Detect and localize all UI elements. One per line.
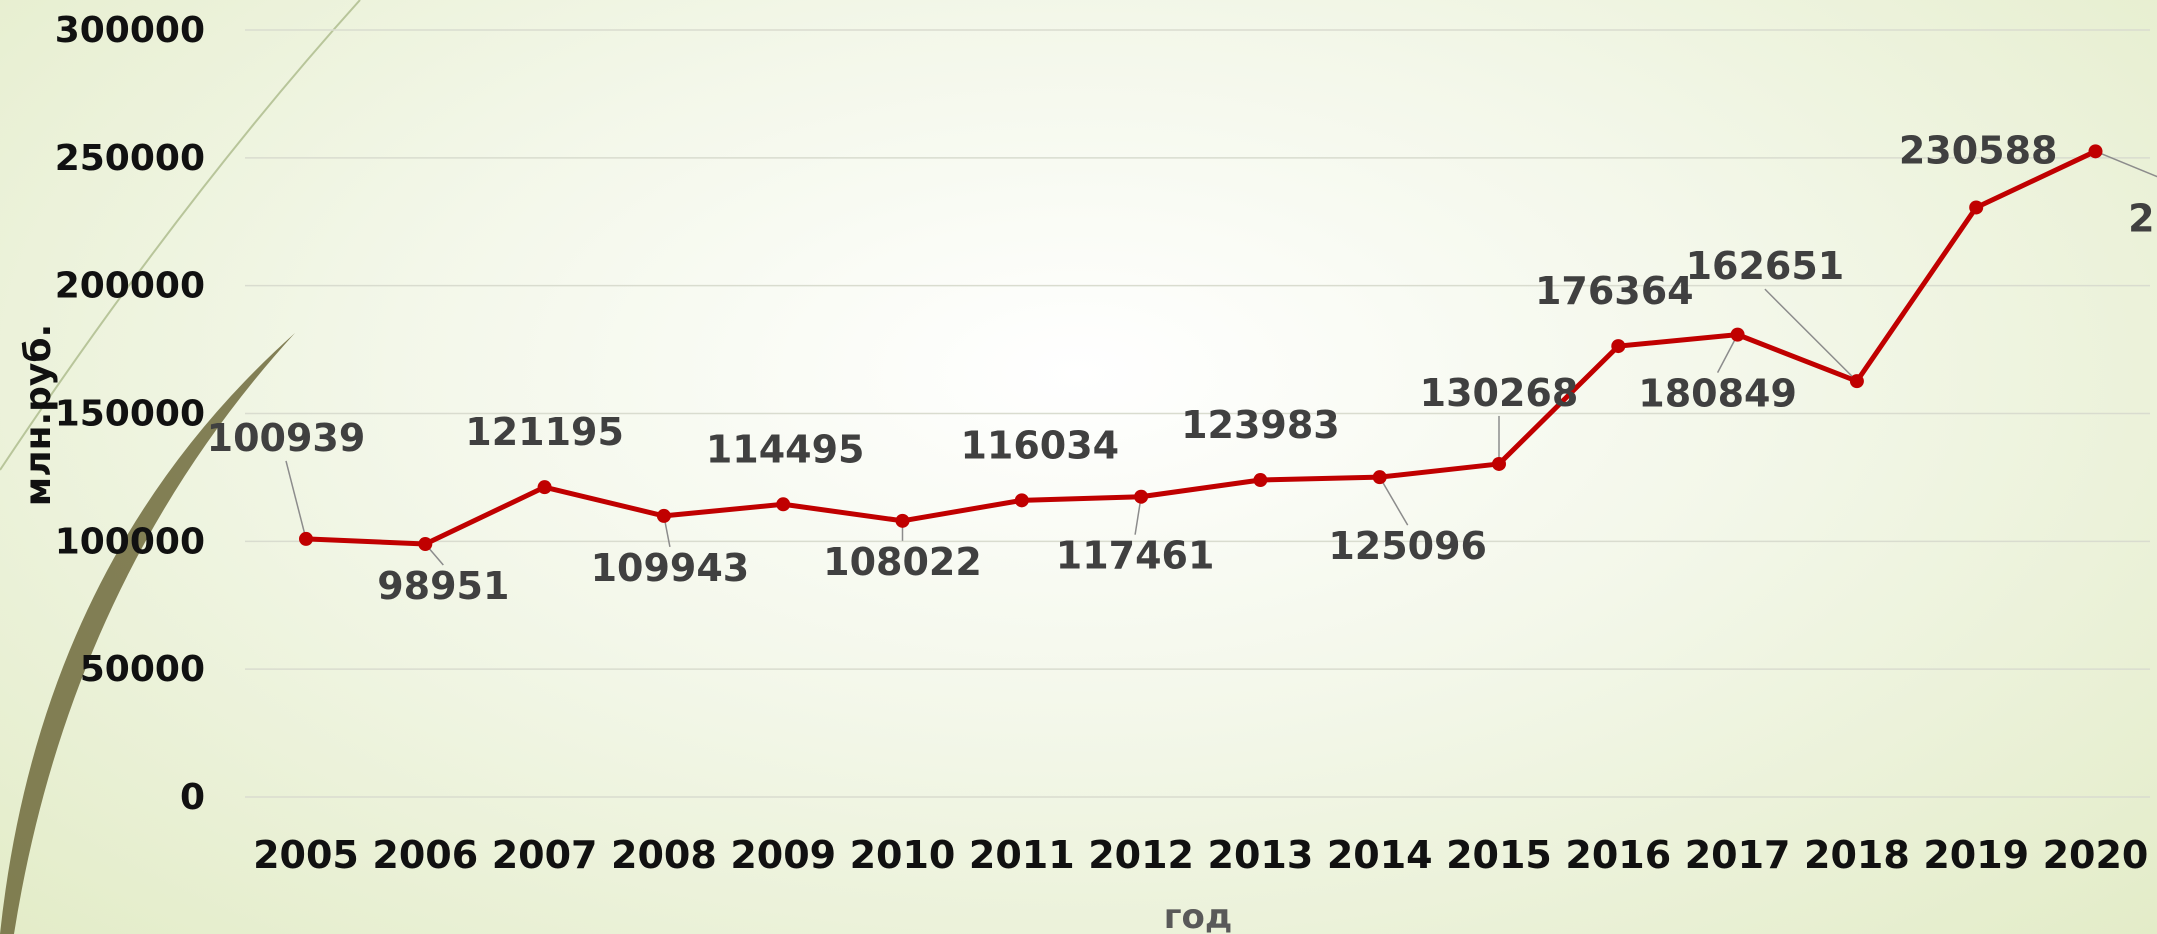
data-label: 230588	[1899, 128, 2058, 172]
data-point	[1372, 470, 1387, 485]
data-label: 121195	[465, 410, 624, 454]
data-label: 108022	[823, 540, 982, 584]
data-label: 252548	[2128, 196, 2157, 240]
y-tick-label: 50000	[80, 649, 205, 690]
x-tick-label: 2007	[492, 833, 598, 877]
x-tick-label: 2013	[1208, 833, 1314, 877]
x-tick-label: 2015	[1446, 833, 1552, 877]
x-tick-label: 2016	[1565, 833, 1671, 877]
data-point	[1014, 493, 1029, 508]
data-point	[1134, 489, 1149, 504]
data-point	[1730, 327, 1745, 342]
series-line	[305, 149, 2097, 547]
series-line-path	[305, 149, 2097, 547]
x-tick-label: 2006	[372, 833, 478, 877]
data-label: 162651	[1686, 244, 1845, 288]
data-label: 180849	[1638, 372, 1797, 416]
data-point	[1253, 473, 1268, 488]
data-label: 116034	[960, 423, 1119, 467]
data-point	[1611, 339, 1626, 354]
data-points	[299, 144, 2103, 552]
leader-line	[1716, 334, 1739, 373]
y-tick-label: 150000	[55, 394, 205, 435]
y-tick-label: 300000	[55, 10, 205, 51]
x-axis-ticks: 2005 2006 2007 2008 2009 2010 2011 2012 2013 2014…	[253, 833, 2148, 877]
data-point	[299, 531, 313, 546]
data-label: 98951	[377, 564, 509, 608]
data-point	[776, 497, 791, 512]
y-axis-title: млн.руб.	[18, 324, 59, 506]
data-point	[537, 480, 552, 495]
decorative-curve	[0, 0, 361, 471]
x-tick-label: 2014	[1327, 833, 1433, 877]
data-label: 125096	[1328, 524, 1487, 568]
data-point	[1492, 456, 1506, 471]
x-axis-title: год	[1164, 897, 1233, 934]
data-label: 109943	[591, 546, 750, 590]
y-tick-label: 200000	[55, 266, 205, 307]
data-label: 100939	[207, 416, 366, 460]
gridlines	[245, 29, 2150, 798]
data-label: 123983	[1181, 403, 1340, 447]
x-tick-label: 2019	[1923, 833, 2029, 877]
data-label: 130268	[1420, 371, 1579, 415]
y-tick-label: 250000	[55, 138, 205, 179]
label-leader-lines	[285, 150, 2157, 566]
data-label: 117461	[1056, 534, 1215, 578]
leader-line	[1764, 288, 1858, 382]
x-tick-label: 2009	[730, 833, 836, 877]
data-label: 114495	[706, 427, 865, 471]
leader-line	[1379, 476, 1409, 526]
y-axis-ticks: 0 50000 100000 150000 200000 250000 300000	[55, 10, 205, 818]
y-tick-label: 0	[180, 777, 205, 818]
x-tick-label: 2012	[1088, 833, 1194, 877]
x-tick-label: 2020	[2043, 833, 2149, 877]
x-tick-label: 2011	[969, 833, 1075, 877]
y-tick-label: 100000	[55, 521, 205, 562]
x-tick-label: 2005	[253, 833, 359, 877]
data-point	[1849, 374, 1864, 389]
data-point	[2088, 144, 2103, 159]
data-point	[1969, 200, 1984, 215]
x-tick-label: 2017	[1685, 833, 1791, 877]
leader-line	[2095, 150, 2157, 178]
x-tick-label: 2010	[850, 833, 956, 877]
data-point	[656, 508, 671, 523]
data-label: 176364	[1535, 269, 1694, 313]
leader-line	[285, 460, 307, 540]
data-point	[418, 537, 433, 552]
x-tick-label: 2018	[1804, 833, 1910, 877]
data-labels: 100939 98951 121195 109943 114495 108022 11603…	[207, 128, 2157, 608]
data-point	[895, 513, 910, 528]
x-tick-label: 2008	[611, 833, 717, 877]
